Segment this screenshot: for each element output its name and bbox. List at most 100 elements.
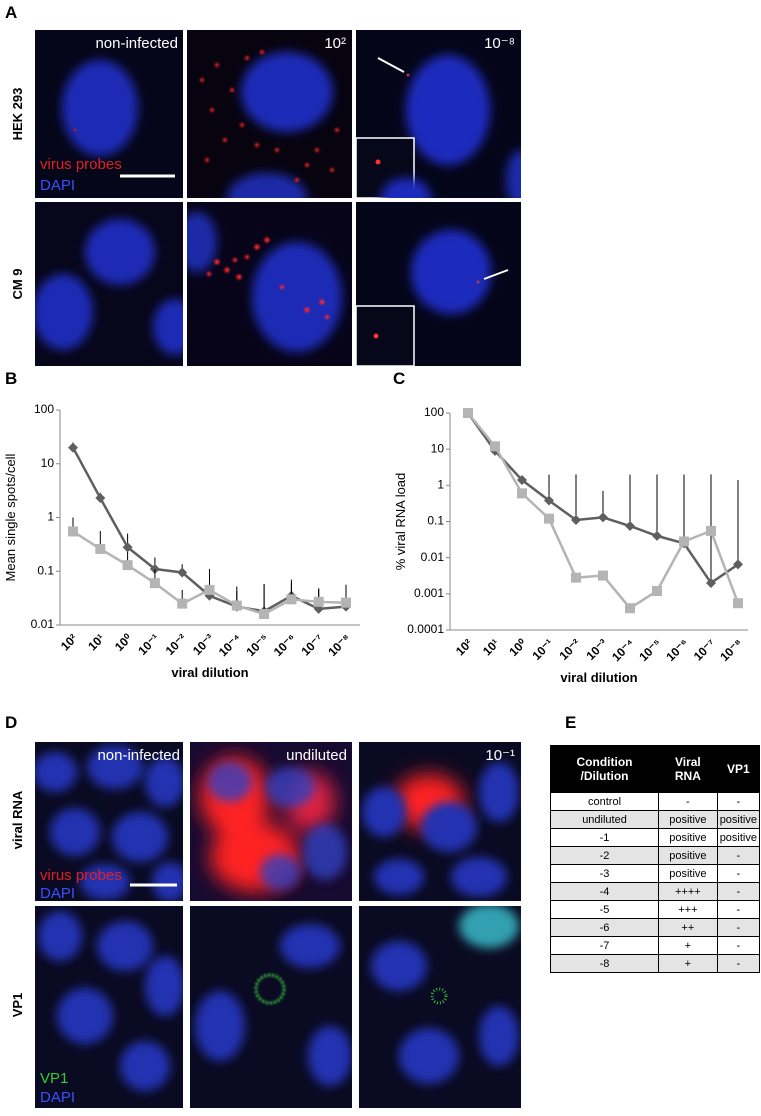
table-cell: positive xyxy=(716,810,761,829)
table-cell: - xyxy=(716,864,761,883)
x-axis-label: viral dilution xyxy=(560,670,637,685)
marker xyxy=(122,542,133,553)
table-cell: -4 xyxy=(549,882,660,901)
marker xyxy=(204,584,215,595)
marker xyxy=(544,513,554,524)
table-row: -6 ++ - xyxy=(549,918,761,937)
y-tick-label: 10 xyxy=(431,441,445,455)
marker xyxy=(122,560,133,571)
column-label: undiluted xyxy=(286,747,347,764)
x-tick-label: 10¹ xyxy=(480,636,502,658)
marker xyxy=(68,526,78,537)
table-cell: undiluted xyxy=(549,810,660,829)
table-cell: - xyxy=(716,846,761,865)
table-cell: + xyxy=(658,954,718,973)
marker xyxy=(517,475,527,486)
table-cell: positive xyxy=(658,846,718,865)
column-label: non-infected xyxy=(95,35,178,52)
header-row: Condition /Dilution Viral RNA VP1 xyxy=(549,745,761,793)
table-cell: -2 xyxy=(549,846,660,865)
row-label: CM 9 xyxy=(10,268,25,299)
marker xyxy=(463,408,473,418)
marker xyxy=(341,597,351,608)
table-cell: - xyxy=(716,936,761,955)
table-cell: control xyxy=(549,792,660,811)
x-tick-label: 10⁻² xyxy=(556,636,583,663)
table-cell: -1 xyxy=(549,828,660,847)
marker xyxy=(95,493,106,504)
y-tick-label: 1 xyxy=(437,478,444,492)
legend-text: VP1 xyxy=(40,1070,68,1087)
x-axis-label: viral dilution xyxy=(171,665,248,680)
row-label: viral RNA xyxy=(10,790,25,849)
table-cell: - xyxy=(716,900,761,919)
marker xyxy=(517,488,527,499)
marker xyxy=(571,572,581,583)
x-tick-label: 10⁻⁵ xyxy=(636,636,664,664)
x-tick-label: 10⁻⁶ xyxy=(663,636,691,664)
y-tick-label: 0.001 xyxy=(414,586,444,600)
y-tick-label: 100 xyxy=(424,405,444,419)
x-tick-label: 10⁻⁶ xyxy=(271,631,299,659)
marker xyxy=(679,536,689,547)
table-cell: - xyxy=(716,954,761,973)
y-axis-label: % viral RNA load xyxy=(393,473,408,571)
y-tick-label: 0.01 xyxy=(31,617,55,631)
table-cell: - xyxy=(716,918,761,937)
micrograph-grid xyxy=(35,742,521,1108)
row-label: VP1 xyxy=(10,993,25,1018)
x-tick-label: 10⁻³ xyxy=(583,636,610,663)
column-label: 10⁻⁸ xyxy=(484,35,515,52)
header-cell: Condition /Dilution xyxy=(549,745,660,793)
table-cell: -5 xyxy=(549,900,660,919)
micrograph-grid xyxy=(35,30,521,366)
table-row: -2 positive - xyxy=(549,846,761,865)
column-label: non-infected xyxy=(97,747,180,764)
y-axis-label: Mean single spots/cell xyxy=(3,453,18,581)
marker xyxy=(733,598,743,609)
y-tick-label: 0.01 xyxy=(421,550,445,564)
marker xyxy=(544,495,554,506)
marker xyxy=(490,441,500,452)
x-tick-label: 10⁻⁷ xyxy=(298,631,325,658)
table-row: -4 ++++ - xyxy=(549,882,761,901)
table-cell: positive xyxy=(658,864,718,883)
x-tick-label: 10¹ xyxy=(85,631,107,653)
x-tick-label: 10⁻¹ xyxy=(135,631,162,658)
x-tick-label: 10⁻⁷ xyxy=(691,636,718,663)
table-cell: + xyxy=(658,936,718,955)
legend-text: virus probes xyxy=(40,156,122,173)
table-cell: positive xyxy=(658,828,718,847)
table-cell: ++ xyxy=(658,918,718,937)
table-row: -5 +++ - xyxy=(549,900,761,919)
x-tick-label: 10⁻⁵ xyxy=(243,631,271,659)
marker xyxy=(177,567,188,578)
table-row: -7 + - xyxy=(549,936,761,955)
table-cell: -7 xyxy=(549,936,660,955)
panel-label: A xyxy=(5,3,17,22)
table-cell: - xyxy=(716,882,761,901)
table-cell: -6 xyxy=(549,918,660,937)
marker xyxy=(313,596,324,607)
x-tick-label: 10² xyxy=(58,631,80,653)
x-tick-label: 10⁻⁴ xyxy=(609,636,637,664)
marker xyxy=(95,543,106,554)
column-label: 10² xyxy=(324,35,346,52)
legend-text: DAPI xyxy=(40,885,75,902)
legend-text: DAPI xyxy=(40,177,75,194)
y-tick-label: 10 xyxy=(41,456,55,470)
table-row: control - - xyxy=(549,792,761,811)
x-tick-label: 10⁻³ xyxy=(190,631,217,658)
legend-text: DAPI xyxy=(40,1089,75,1106)
x-tick-label: 10⁰ xyxy=(112,631,135,654)
marker xyxy=(706,525,716,536)
table-row: undiluted positive positive xyxy=(549,810,761,829)
marker xyxy=(571,515,581,526)
x-tick-label: 10⁻⁸ xyxy=(325,631,353,659)
x-tick-label: 10⁻⁴ xyxy=(216,631,244,659)
table-row: -3 positive - xyxy=(549,864,761,883)
x-tick-label: 10⁻⁸ xyxy=(717,636,745,664)
panel-label: C xyxy=(393,369,405,388)
marker xyxy=(598,570,608,581)
